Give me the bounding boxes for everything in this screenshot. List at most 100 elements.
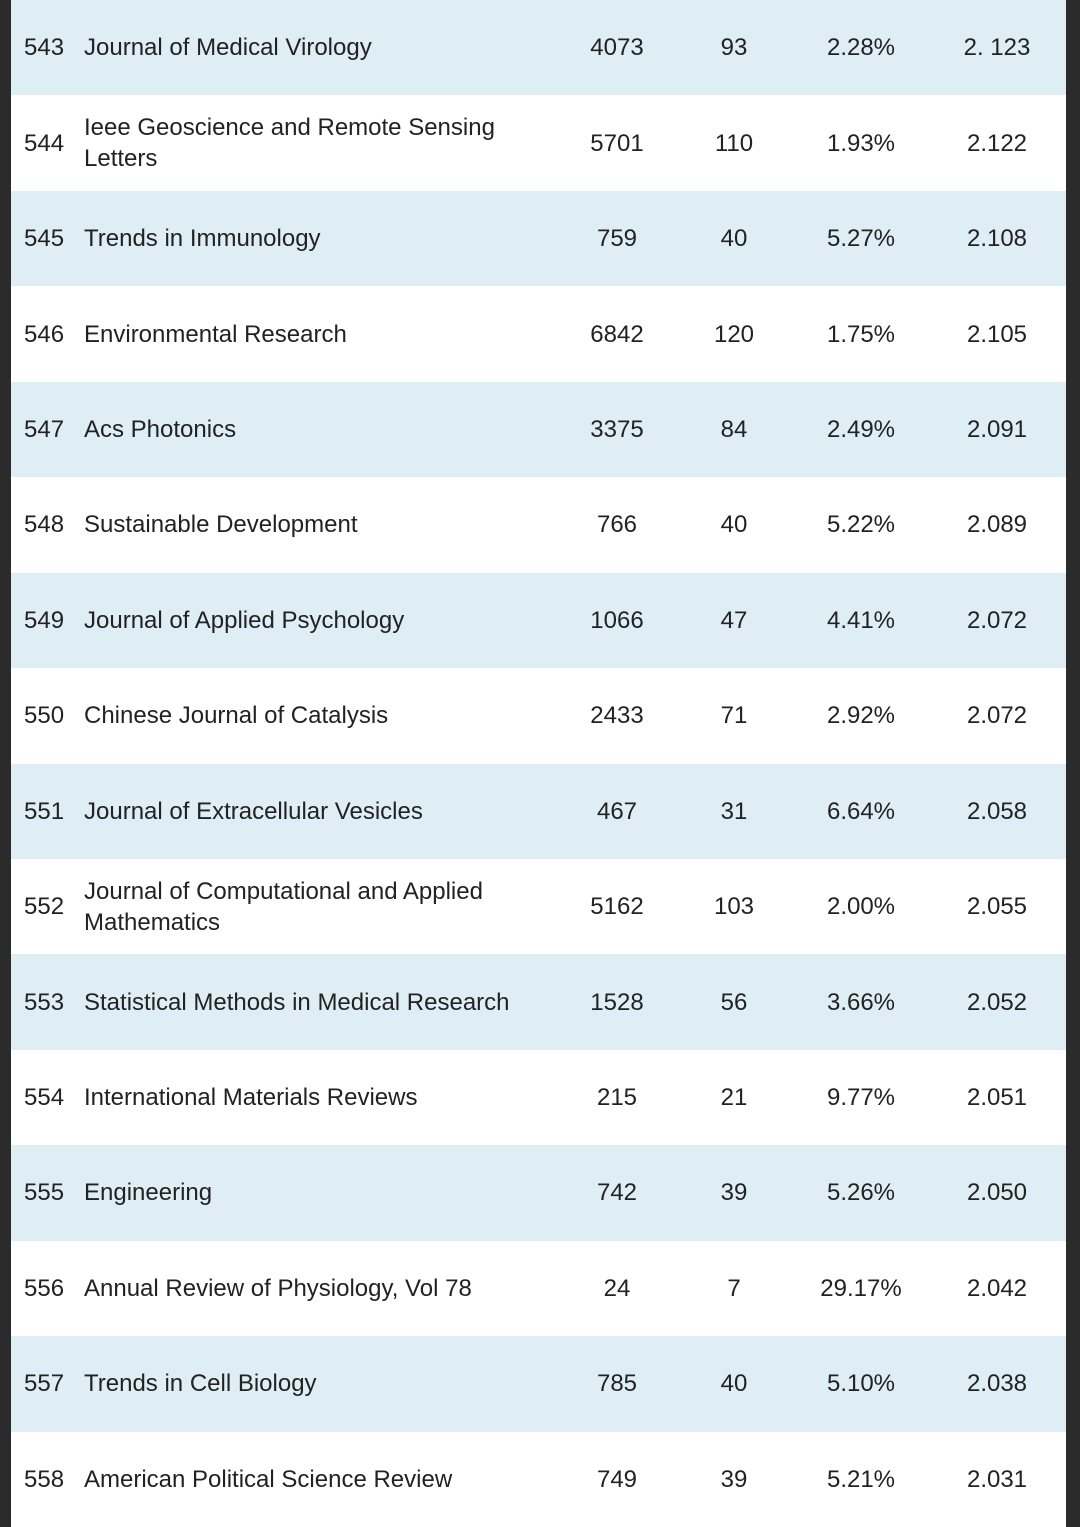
table-row: 554 International Materials Reviews 215 21 9… bbox=[11, 1050, 1066, 1145]
score: 2.072 bbox=[966, 606, 1028, 634]
score: 2.050 bbox=[966, 1179, 1028, 1207]
rank: 552 bbox=[24, 893, 65, 921]
table-row: 553 Statistical Methods in Medical Resear… bbox=[11, 954, 1066, 1050]
count: 40 bbox=[720, 511, 748, 539]
count: 40 bbox=[720, 225, 748, 253]
percentage: 5.26% bbox=[826, 1179, 896, 1207]
rank: 554 bbox=[24, 1084, 65, 1111]
total-count: 5701 bbox=[590, 129, 644, 157]
journal-name: Trends in Immunology bbox=[84, 225, 321, 253]
score: 2.051 bbox=[966, 1084, 1028, 1111]
rank: 543 bbox=[24, 34, 65, 62]
total-count: 749 bbox=[596, 1465, 638, 1493]
table-row: 544 Ieee Geoscience and Remote Sensing Le… bbox=[11, 95, 1066, 190]
journal-name: Statistical Methods in Medical Research bbox=[84, 988, 510, 1016]
percentage: 5.22% bbox=[826, 511, 896, 539]
percentage: 1.93% bbox=[826, 129, 896, 157]
total-count: 5162 bbox=[590, 893, 644, 921]
score: 2.058 bbox=[966, 797, 1028, 825]
rank: 548 bbox=[24, 511, 65, 539]
count: 7 bbox=[727, 1274, 741, 1302]
table-row: 558 American Political Science Review 749 3… bbox=[11, 1432, 1066, 1527]
percentage: 6.64% bbox=[826, 797, 896, 825]
count: 40 bbox=[720, 1370, 748, 1398]
total-count: 215 bbox=[596, 1084, 638, 1111]
score: 2.122 bbox=[966, 129, 1028, 157]
rank: 558 bbox=[24, 1465, 65, 1493]
journal-name: Annual Review of Physiology, Vol 78 bbox=[84, 1274, 472, 1302]
total-count: 6842 bbox=[590, 320, 644, 348]
rank: 557 bbox=[24, 1370, 65, 1398]
percentage: 2.00% bbox=[826, 893, 896, 921]
rank: 547 bbox=[24, 415, 65, 443]
percentage: 2.28% bbox=[826, 34, 896, 62]
count: 110 bbox=[714, 129, 754, 157]
score: 2.042 bbox=[966, 1274, 1028, 1302]
table-row: 552 Journal of Computational and Applied … bbox=[11, 859, 1066, 954]
percentage: 9.77% bbox=[826, 1084, 896, 1111]
count: 93 bbox=[720, 34, 748, 62]
rank: 555 bbox=[24, 1179, 65, 1207]
journal-table: 543 Journal of Medical Virology 4073 93 2.28… bbox=[11, 0, 1066, 1527]
total-count: 2433 bbox=[590, 702, 644, 730]
table-row: 557 Trends in Cell Biology 785 40 5.10% 2.038 bbox=[11, 1336, 1066, 1432]
score: 2.108 bbox=[966, 225, 1028, 253]
rank: 546 bbox=[24, 320, 65, 348]
rank: 556 bbox=[24, 1274, 65, 1302]
table-row: 556 Annual Review of Physiology, Vol 78 24… bbox=[11, 1241, 1066, 1336]
table-row: 548 Sustainable Development 766 40 5.22% 2.08… bbox=[11, 477, 1066, 572]
rank: 545 bbox=[24, 225, 65, 253]
table-row: 545 Trends in Immunology 759 40 5.27% 2.108 bbox=[11, 190, 1066, 287]
score: 2.038 bbox=[966, 1370, 1028, 1398]
total-count: 467 bbox=[596, 797, 638, 825]
journal-name: Ieee Geoscience and Remote Sensing Lette… bbox=[84, 114, 495, 173]
total-count: 1066 bbox=[590, 606, 644, 634]
count: 120 bbox=[713, 320, 755, 348]
journal-name: Acs Photonics bbox=[84, 415, 237, 443]
total-count: 742 bbox=[596, 1179, 638, 1207]
score: 2.105 bbox=[966, 320, 1028, 348]
rank: 553 bbox=[24, 988, 65, 1016]
count: 21 bbox=[720, 1084, 748, 1111]
rank: 550 bbox=[24, 702, 65, 730]
total-count: 24 bbox=[603, 1274, 631, 1302]
score: 2.052 bbox=[966, 988, 1028, 1016]
table-row: 551 Journal of Extracellular Vesicles 467 3… bbox=[11, 763, 1066, 859]
count: 71 bbox=[720, 702, 748, 730]
total-count: 766 bbox=[596, 511, 638, 539]
table-row: 550 Chinese Journal of Catalysis 2433 71 2.9… bbox=[11, 668, 1066, 763]
score: 2.031 bbox=[966, 1465, 1028, 1493]
total-count: 4073 bbox=[590, 34, 644, 62]
percentage: 4.41% bbox=[826, 606, 896, 634]
count: 47 bbox=[720, 606, 748, 634]
percentage: 5.21% bbox=[826, 1465, 896, 1493]
percentage: 2.49% bbox=[826, 415, 896, 443]
table-row: 555 Engineering 742 39 5.26% 2.050 bbox=[11, 1145, 1066, 1241]
count: 84 bbox=[720, 415, 748, 443]
journal-name: International Materials Reviews bbox=[84, 1084, 418, 1111]
journal-name: Engineering bbox=[84, 1179, 213, 1207]
table-row: 543 Journal of Medical Virology 4073 93 2.28… bbox=[11, 0, 1066, 96]
journal-name: Journal of Extracellular Vesicles bbox=[84, 797, 423, 825]
journal-name: Chinese Journal of Catalysis bbox=[84, 702, 389, 730]
journal-name: Trends in Cell Biology bbox=[84, 1370, 317, 1398]
journal-name: American Political Science Review bbox=[84, 1465, 453, 1493]
journal-name: Environmental Research bbox=[84, 320, 347, 348]
journal-name: Sustainable Development bbox=[84, 511, 358, 539]
journal-name: Journal of Medical Virology bbox=[84, 34, 372, 62]
rank: 551 bbox=[24, 797, 65, 825]
rank: 544 bbox=[24, 129, 65, 157]
count: 103 bbox=[713, 893, 755, 921]
percentage: 1.75% bbox=[826, 320, 896, 348]
percentage: 2.92% bbox=[826, 702, 896, 730]
total-count: 1528 bbox=[590, 988, 644, 1016]
score: 2.055 bbox=[966, 893, 1028, 921]
total-count: 785 bbox=[596, 1370, 638, 1398]
score: 2.072 bbox=[966, 702, 1028, 730]
score: 2.089 bbox=[966, 511, 1028, 539]
journal-name: Journal of Applied Psychology bbox=[84, 606, 405, 634]
percentage: 3.66% bbox=[826, 988, 896, 1016]
total-count: 759 bbox=[596, 225, 638, 253]
journal-name: Journal of Computational and Applied Mat… bbox=[84, 877, 483, 936]
score: 2. 123 bbox=[963, 34, 1031, 62]
